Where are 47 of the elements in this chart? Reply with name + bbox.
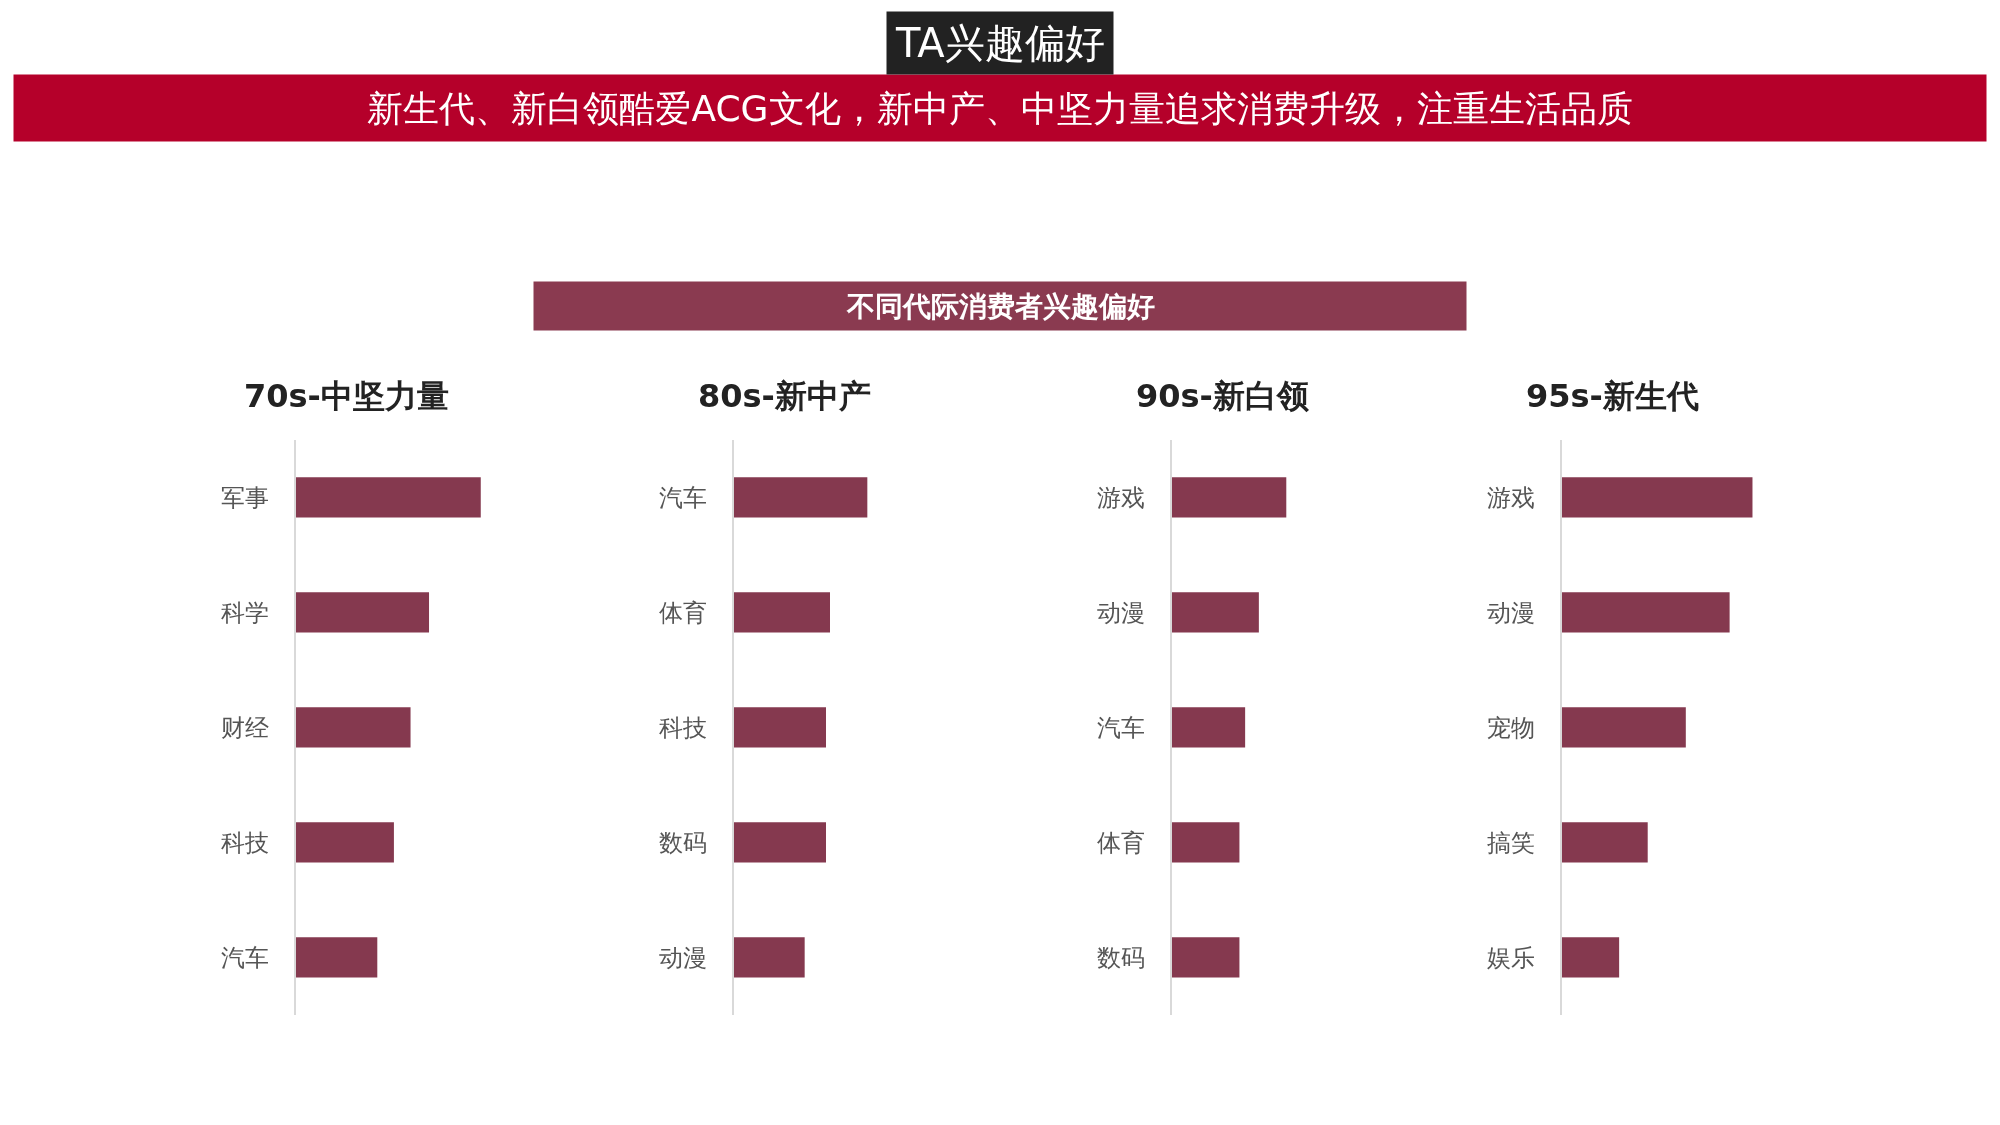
bar: [1172, 477, 1287, 518]
bar: [1172, 707, 1246, 748]
bar: [734, 707, 826, 748]
bar: [1172, 592, 1259, 633]
bar: [1562, 592, 1730, 633]
y-tick-label: 宠物: [1487, 713, 1536, 742]
text: TA兴趣偏好: [895, 20, 1105, 66]
y-tick-label: 动漫: [1487, 598, 1536, 627]
bar: [734, 822, 826, 863]
y-tick-label: 游戏: [1097, 483, 1146, 512]
y-tick-label: 汽车: [1097, 713, 1146, 742]
y-tick-label: 汽车: [221, 943, 270, 972]
y-tick-label: 科学: [221, 598, 270, 627]
bar: [1562, 707, 1686, 748]
y-tick-label: 体育: [659, 598, 708, 627]
bar: [734, 592, 830, 633]
y-tick-label: 科技: [659, 713, 708, 742]
y-tick-label: 搞笑: [1487, 828, 1536, 857]
y-tick-label: 科技: [221, 828, 270, 857]
text: 不同代际消费者兴趣偏好: [845, 289, 1155, 323]
bar: [1562, 937, 1620, 978]
chart-title: 70s-中坚力量: [244, 377, 449, 415]
y-tick-label: 军事: [221, 483, 270, 512]
y-tick-label: 娱乐: [1487, 943, 1536, 972]
chart-title: 95s-新生代: [1526, 377, 1699, 415]
y-tick-label: 财经: [221, 713, 270, 742]
bar: [1172, 822, 1240, 863]
bar: [1562, 477, 1753, 518]
bar: [734, 937, 805, 978]
y-tick-label: 汽车: [659, 483, 708, 512]
bar: [734, 477, 868, 518]
text: 新生代、新白领酷爱ACG文化，新中产、中坚力量追求消费升级，注重生活品质: [367, 87, 1633, 129]
bar: [296, 592, 430, 633]
bar: [1562, 822, 1648, 863]
y-tick-label: 游戏: [1487, 483, 1536, 512]
bar: [1172, 937, 1240, 978]
y-tick-label: 数码: [659, 828, 708, 857]
y-tick-label: 数码: [1097, 943, 1146, 972]
chart-title: 80s-新中产: [698, 377, 871, 415]
bar: [296, 707, 411, 748]
y-tick-label: 动漫: [659, 943, 708, 972]
y-tick-label: 动漫: [1097, 598, 1146, 627]
chart-title: 90s-新白领: [1136, 377, 1309, 415]
y-tick-label: 体育: [1097, 828, 1146, 857]
bar: [296, 822, 394, 863]
bar: [296, 477, 481, 518]
bar: [296, 937, 378, 978]
